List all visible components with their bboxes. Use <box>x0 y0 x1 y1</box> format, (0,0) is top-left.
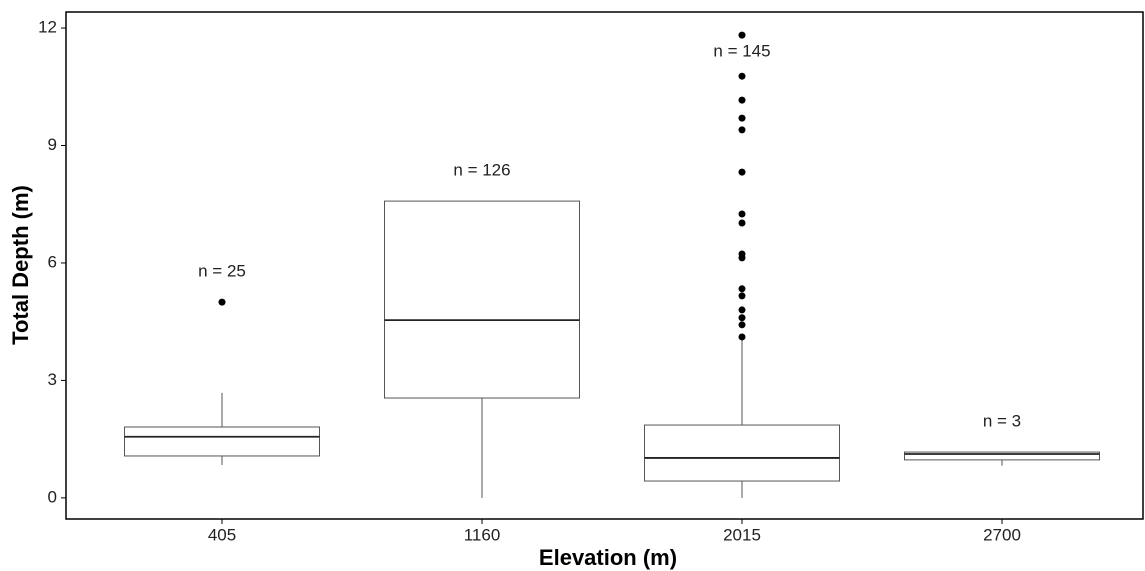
outlier <box>738 306 746 314</box>
outlier <box>738 333 746 341</box>
x-tick-label: 1160 <box>464 525 501 544</box>
outlier <box>738 285 746 293</box>
y-tick-label: 6 <box>48 252 57 271</box>
annotation: n = 3 <box>983 412 1021 431</box>
outlier <box>738 96 746 104</box>
outlier <box>738 292 746 300</box>
outlier <box>738 250 746 258</box>
x-tick-label: 2700 <box>983 525 1021 544</box>
outlier <box>738 219 746 227</box>
box <box>124 426 320 457</box>
x-axis-title: Elevation (m) <box>539 545 677 570</box>
outlier <box>738 321 746 329</box>
x-tick-label: 405 <box>208 525 236 544</box>
outlier <box>738 126 746 134</box>
y-tick-label: 9 <box>48 135 57 154</box>
y-tick-label: 3 <box>48 370 57 389</box>
outlier <box>738 72 746 80</box>
box <box>904 451 1100 461</box>
annotation: n = 25 <box>198 262 246 281</box>
outlier <box>738 314 746 322</box>
plot-frame <box>65 11 1144 520</box>
outlier <box>218 298 226 306</box>
y-tick-label: 12 <box>38 18 57 37</box>
outlier <box>738 210 746 218</box>
y-axis-title: Total Depth (m) <box>8 185 33 345</box>
annotation: n = 145 <box>713 41 770 60</box>
outlier <box>738 31 746 39</box>
box <box>644 424 840 482</box>
box <box>384 200 580 399</box>
outlier <box>738 168 746 176</box>
x-tick-label: 2015 <box>723 525 761 544</box>
outlier <box>738 114 746 122</box>
annotation: n = 126 <box>453 161 510 180</box>
y-tick-label: 0 <box>48 487 57 506</box>
